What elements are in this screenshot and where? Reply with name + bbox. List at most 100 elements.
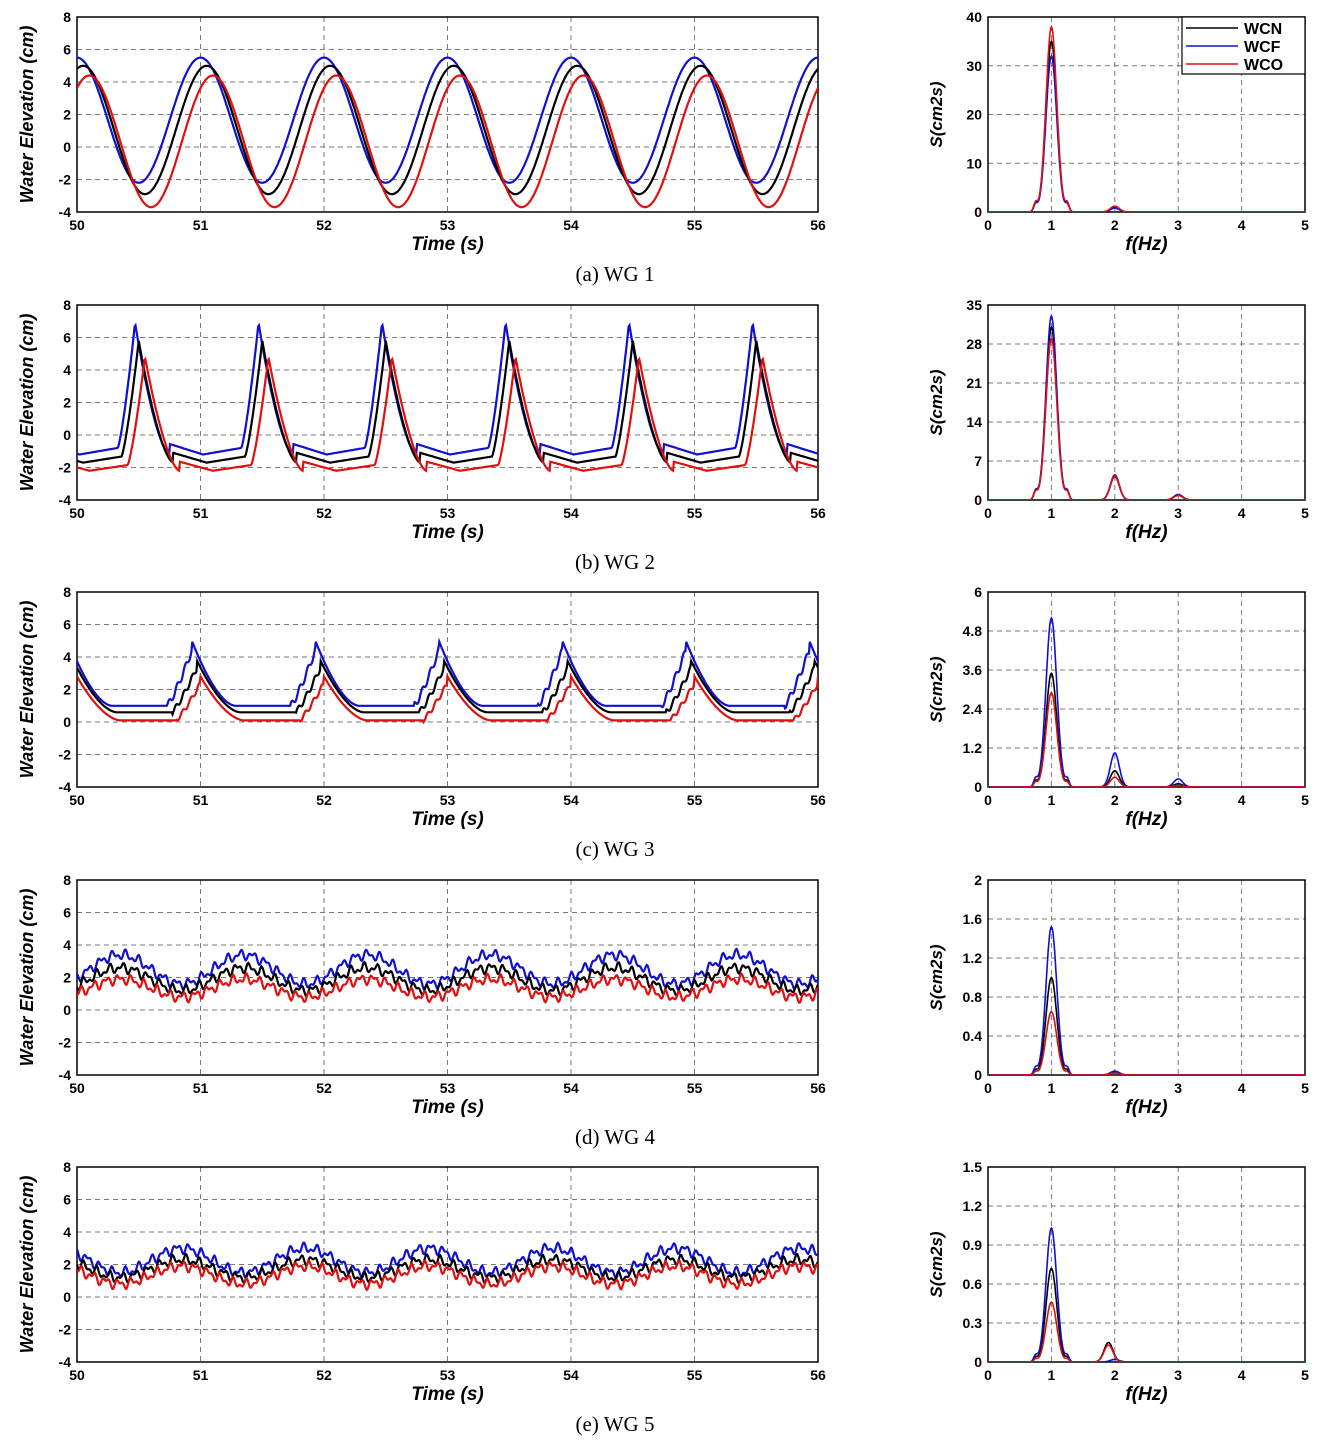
y-tick-label: 0	[63, 139, 71, 155]
y-tick-label: 8	[63, 297, 71, 313]
y-tick-label: 0	[63, 427, 71, 443]
x-tick-label: 53	[440, 1080, 456, 1096]
x-axis-label: Time (s)	[411, 522, 484, 543]
x-tick-label: 51	[193, 1367, 209, 1383]
plot-frame	[76, 879, 819, 1076]
plot-frame	[76, 16, 819, 213]
x-tick-label: 52	[316, 792, 332, 808]
x-tick-label: 4	[1238, 1367, 1246, 1383]
y-tick-label: 30	[966, 58, 982, 74]
y-tick-label: 2	[974, 872, 982, 888]
x-tick-label: 1	[1048, 792, 1056, 808]
y-axis-label: S(cm2s)	[927, 369, 946, 435]
spectrum-line-wcn	[988, 976, 1305, 1075]
x-tick-label: 2	[1111, 505, 1119, 521]
spectrum-line-wcf	[988, 1226, 1305, 1362]
plot-frame	[76, 591, 819, 788]
y-tick-label: 4.8	[963, 623, 983, 639]
plot-frame	[987, 1166, 1306, 1363]
x-tick-label: 1	[1048, 1367, 1056, 1383]
y-tick-label: 2	[63, 682, 71, 698]
x-tick-label: 3	[1174, 505, 1182, 521]
x-tick-label: 5	[1301, 1367, 1309, 1383]
x-tick-label: 50	[69, 1080, 85, 1096]
x-tick-label: 55	[687, 217, 703, 233]
x-tick-label: 5	[1301, 792, 1309, 808]
y-tick-label: -4	[59, 204, 72, 220]
y-tick-label: 20	[966, 107, 982, 123]
spectrum-line-wco	[988, 691, 1305, 787]
x-tick-label: 1	[1048, 217, 1056, 233]
y-tick-label: 6	[63, 42, 71, 58]
x-tick-label: 0	[984, 505, 992, 521]
x-axis-label: Time (s)	[411, 234, 484, 255]
x-axis-label: f(Hz)	[1125, 1384, 1167, 1405]
spectrum-line-wcf	[988, 616, 1305, 787]
y-axis-label: S(cm2s)	[927, 1231, 946, 1297]
x-tick-label: 56	[810, 1080, 826, 1096]
y-tick-label: 7	[974, 453, 982, 469]
x-tick-label: 0	[984, 1367, 992, 1383]
x-tick-label: 52	[316, 1367, 332, 1383]
spectrum-line-wcn	[988, 672, 1305, 787]
x-tick-label: 0	[984, 792, 992, 808]
x-axis-label: Time (s)	[411, 809, 484, 830]
y-tick-label: -4	[59, 1354, 72, 1370]
y-tick-label: -4	[59, 779, 72, 795]
caption-wg5: (e) WG 5	[575, 1412, 655, 1436]
x-tick-label: 3	[1174, 792, 1182, 808]
y-axis-label: Water Elevation (cm)	[17, 889, 37, 1067]
x-tick-label: 53	[440, 1367, 456, 1383]
x-tick-label: 54	[563, 505, 579, 521]
y-axis-label: S(cm2s)	[927, 656, 946, 722]
x-tick-label: 2	[1111, 792, 1119, 808]
spectrum-line-wco	[988, 336, 1305, 500]
spectrum-chart-b: 0 7 14 21 28 35 0 1 2 3 4 5 f(Hz) S(cm2s)	[927, 297, 1309, 543]
x-tick-label: 5	[1301, 217, 1309, 233]
y-tick-label: 6	[63, 330, 71, 346]
x-tick-label: 4	[1238, 1080, 1246, 1096]
y-tick-label: 4	[63, 937, 71, 953]
plot-frame	[987, 879, 1306, 1076]
timeseries-chart-d: -4 -2 0 2 4 6 8 50 51 52 53 54 55 56 Time (s) Water Ele…	[17, 872, 826, 1118]
y-tick-label: -4	[59, 1067, 72, 1083]
y-tick-label: 0.8	[963, 989, 983, 1005]
y-tick-label: 28	[966, 336, 982, 352]
plot-frame	[987, 591, 1306, 788]
y-tick-label: 0	[974, 492, 982, 508]
y-tick-label: 4	[63, 1224, 71, 1240]
x-axis-label: Time (s)	[411, 1097, 484, 1118]
y-tick-label: 2	[63, 395, 71, 411]
y-tick-label: 1.2	[963, 950, 983, 966]
y-tick-label: 21	[966, 375, 982, 391]
timeseries-chart-e: -4 -2 0 2 4 6 8 50 51 52 53 54 55 56 Time (s) Water Ele…	[17, 1159, 826, 1405]
x-tick-label: 51	[193, 217, 209, 233]
series-line-wcn	[77, 960, 818, 998]
x-tick-label: 53	[440, 792, 456, 808]
spectrum-line-wco	[988, 1010, 1305, 1075]
y-tick-label: 2	[63, 107, 71, 123]
x-axis-label: f(Hz)	[1125, 809, 1167, 830]
y-tick-label: 0.9	[963, 1237, 983, 1253]
x-tick-label: 55	[687, 792, 703, 808]
x-tick-label: 4	[1238, 505, 1246, 521]
x-tick-label: 4	[1238, 217, 1246, 233]
y-tick-label: 6	[63, 905, 71, 921]
caption-wg1: (a) WG 1	[575, 262, 655, 286]
y-tick-label: -4	[59, 492, 72, 508]
x-tick-label: 4	[1238, 792, 1246, 808]
y-axis-label: Water Elevation (cm)	[17, 1176, 37, 1354]
x-tick-label: 56	[810, 792, 826, 808]
x-tick-label: 55	[687, 1367, 703, 1383]
legend-label-wco: WCO	[1244, 57, 1283, 74]
x-tick-label: 3	[1174, 1367, 1182, 1383]
x-tick-label: 55	[687, 1080, 703, 1096]
x-tick-label: 56	[810, 505, 826, 521]
y-tick-label: 8	[63, 584, 71, 600]
x-tick-label: 2	[1111, 1080, 1119, 1096]
series-line-wco	[77, 971, 818, 1004]
legend-label-wcn: WCN	[1244, 21, 1282, 38]
x-tick-label: 2	[1111, 217, 1119, 233]
x-tick-label: 3	[1174, 217, 1182, 233]
